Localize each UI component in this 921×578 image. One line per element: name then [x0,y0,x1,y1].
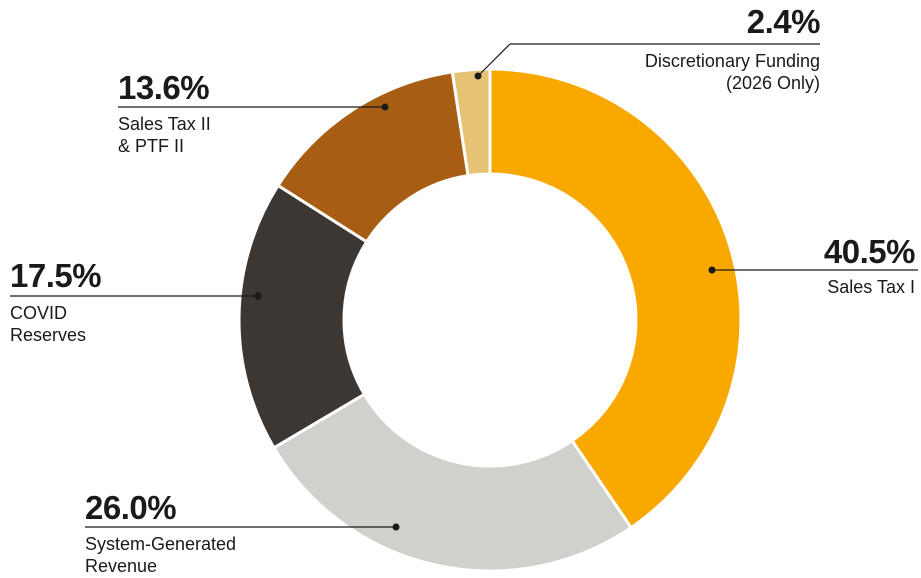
donut-segment [488,67,743,530]
leader-dot [254,292,262,300]
category-label: COVID Reserves [10,303,87,345]
percent-label: 26.0% [85,489,177,526]
percent-label: 40.5% [823,233,916,270]
leader-line [477,43,511,77]
leader-dot [381,103,389,111]
percent-label: 17.5% [10,257,102,294]
leader-dot [392,523,400,531]
category-label: Sales Tax II & PTF II [118,114,211,156]
percent-label: 2.4% [746,3,821,40]
leader-dot [474,72,482,80]
donut-segment [450,67,492,178]
donut-segment [271,392,634,573]
percent-label: 13.6% [118,69,210,106]
donut-segment [237,183,369,450]
category-label: System-Generated Revenue [85,534,237,576]
category-label: Discretionary Funding (2026 Only) [644,51,820,93]
leader-dot [708,266,716,274]
category-label: Sales Tax I [827,277,915,297]
